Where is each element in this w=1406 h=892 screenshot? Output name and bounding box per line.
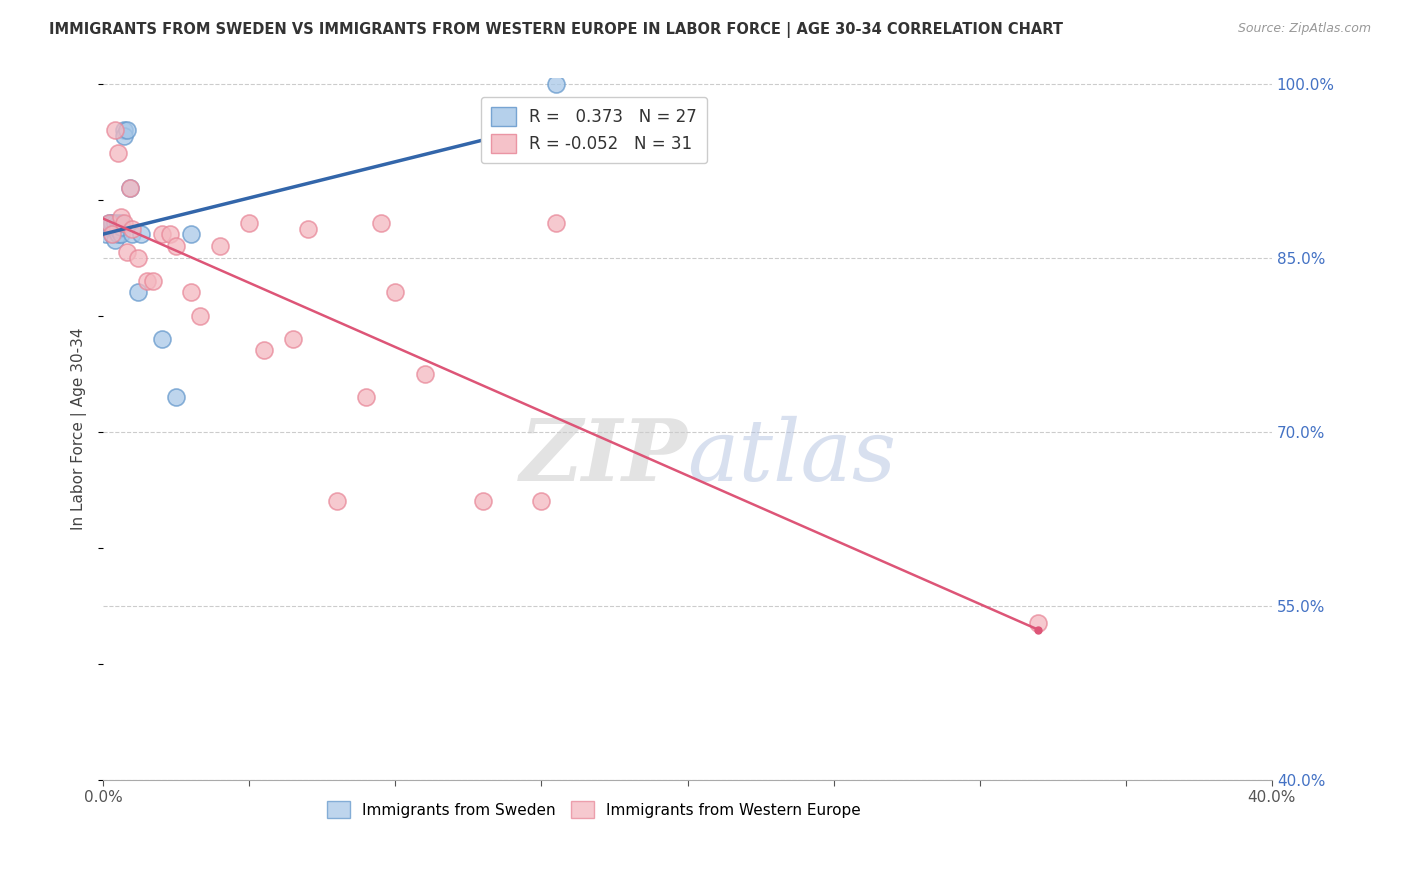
Text: ZIP: ZIP: [520, 415, 688, 499]
Point: [530, 494, 553, 508]
Point: [136, 274, 159, 288]
Point: [546, 216, 568, 230]
Point: [118, 181, 141, 195]
Point: [94, 227, 117, 242]
Point: [121, 227, 143, 242]
Point: [107, 221, 129, 235]
Point: [107, 221, 129, 235]
Point: [98, 221, 121, 235]
Point: [101, 227, 124, 242]
Point: [118, 181, 141, 195]
Point: [110, 227, 132, 242]
Point: [101, 221, 124, 235]
Point: [110, 220, 132, 235]
Point: [104, 123, 127, 137]
Point: [104, 216, 127, 230]
Point: [115, 123, 138, 137]
Point: [370, 216, 392, 230]
Y-axis label: In Labor Force | Age 30-34: In Labor Force | Age 30-34: [72, 327, 87, 530]
Point: [188, 309, 211, 323]
Point: [142, 274, 165, 288]
Point: [238, 216, 260, 230]
Point: [165, 239, 187, 253]
Point: [101, 227, 124, 242]
Point: [1026, 615, 1049, 630]
Point: [107, 146, 129, 161]
Point: [121, 221, 143, 235]
Point: [165, 390, 187, 404]
Point: [98, 216, 121, 230]
Point: [150, 332, 173, 346]
Point: [354, 390, 377, 404]
Text: IMMIGRANTS FROM SWEDEN VS IMMIGRANTS FROM WESTERN EUROPE IN LABOR FORCE | AGE 30: IMMIGRANTS FROM SWEDEN VS IMMIGRANTS FRO…: [49, 22, 1063, 38]
Point: [326, 494, 349, 508]
Point: [384, 285, 406, 300]
Point: [107, 216, 129, 230]
Point: [129, 227, 152, 242]
Point: [110, 216, 132, 230]
Point: [281, 332, 304, 346]
Point: [297, 221, 319, 235]
Point: [104, 233, 127, 247]
Point: [180, 285, 202, 300]
Text: atlas: atlas: [688, 416, 897, 498]
Point: [101, 216, 124, 230]
Point: [127, 251, 149, 265]
Point: [110, 210, 132, 224]
Text: Source: ZipAtlas.com: Source: ZipAtlas.com: [1237, 22, 1371, 36]
Point: [104, 221, 127, 235]
Point: [253, 343, 276, 358]
Point: [112, 216, 135, 230]
Point: [413, 367, 436, 381]
Point: [98, 216, 121, 230]
Point: [115, 244, 138, 259]
Point: [546, 77, 568, 91]
Point: [112, 123, 135, 137]
Point: [127, 285, 149, 300]
Point: [150, 227, 173, 242]
Point: [159, 227, 181, 242]
Point: [107, 227, 129, 242]
Point: [180, 227, 202, 242]
Point: [112, 128, 135, 143]
Point: [209, 239, 232, 253]
Legend: Immigrants from Sweden, Immigrants from Western Europe: Immigrants from Sweden, Immigrants from …: [321, 795, 868, 824]
Point: [472, 494, 495, 508]
